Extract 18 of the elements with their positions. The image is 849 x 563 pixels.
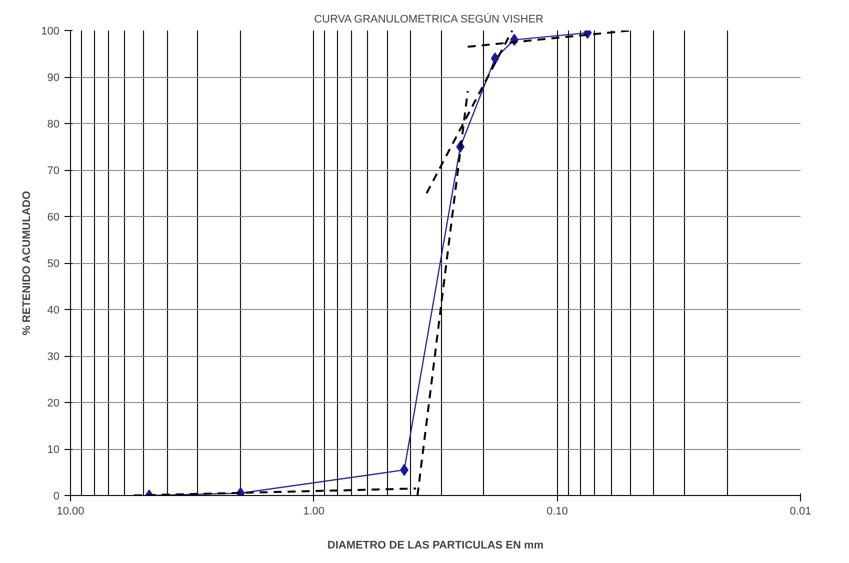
y-tick-label: 20 — [47, 398, 60, 410]
y-tick-label: 90 — [47, 72, 60, 84]
y-tick-label: 100 — [41, 26, 60, 38]
x-tick-label: 0.10 — [546, 506, 568, 518]
x-tick-label: 10.00 — [56, 506, 84, 518]
y-tick-label: 40 — [47, 304, 60, 316]
y-axis-title: % RETENIDO ACUMULADO — [21, 190, 34, 336]
x-axis-title: DIAMETRO DE LAS PARTICULAS EN mm — [327, 540, 544, 552]
y-tick-label: 30 — [47, 351, 60, 363]
y-tick-label: 60 — [47, 212, 60, 224]
y-tick-label: 0 — [53, 490, 60, 502]
x-tick-label: 1.00 — [303, 506, 325, 518]
y-tick-label: 50 — [47, 258, 60, 270]
y-tick-label: 10 — [47, 444, 60, 456]
chart-title: CURVA GRANULOMETRICA SEGÚN VISHER — [314, 12, 544, 26]
x-tick-label: 0.01 — [790, 506, 812, 518]
y-tick-label: 70 — [47, 165, 60, 177]
y-tick-label: 80 — [47, 118, 60, 130]
